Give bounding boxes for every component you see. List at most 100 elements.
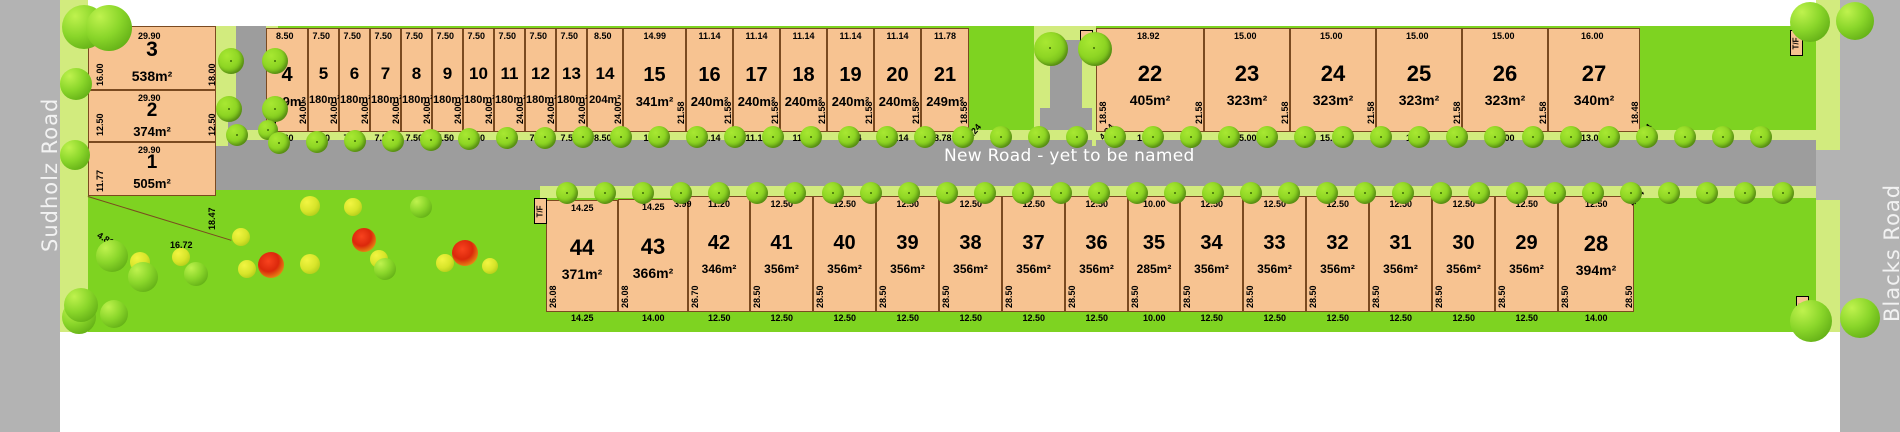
tree-icon xyxy=(226,124,248,146)
blacks-road-label: Blacks Road xyxy=(1880,183,1900,322)
lot-21-dim-top: 11.78 xyxy=(934,31,957,41)
lot-area: 249m² xyxy=(926,94,964,109)
tree-icon xyxy=(1180,126,1202,148)
tf-marker-bottom-left: T/F xyxy=(534,198,547,224)
lot-38[interactable]: 38 356m² xyxy=(939,196,1002,312)
lot-11[interactable]: 11 180m² xyxy=(494,28,527,132)
lot-16[interactable]: 16 240m² xyxy=(686,28,733,132)
tree-icon xyxy=(60,140,90,170)
lot-20[interactable]: 20 240m² xyxy=(874,28,921,132)
tree-icon xyxy=(60,68,92,100)
lot-12[interactable]: 12 180m² xyxy=(525,28,558,132)
tree-icon xyxy=(382,129,404,152)
lot-35-dim-left: 28.50 xyxy=(1130,285,1140,308)
tree-icon xyxy=(534,126,556,149)
lot-8[interactable]: 8 180m² xyxy=(401,28,434,132)
lot-number: 21 xyxy=(933,64,957,86)
lot-area: 374m² xyxy=(133,124,171,139)
lot-7[interactable]: 7 180m² xyxy=(370,28,403,132)
lot-number: 37 xyxy=(1022,232,1045,254)
road-north-verge xyxy=(216,130,1816,140)
lot-33[interactable]: 33 356m² xyxy=(1243,196,1306,312)
lot-17-dim-top: 11.14 xyxy=(745,31,768,41)
lot-32[interactable]: 32 356m² xyxy=(1306,196,1369,312)
lot-5[interactable]: 5 180m² xyxy=(308,28,341,132)
lot-8-dim-right: 24.00 xyxy=(422,101,432,124)
lot-30-dim-left: 28.50 xyxy=(1434,285,1444,308)
lot-17[interactable]: 17 240m² xyxy=(733,28,780,132)
lot-13[interactable]: 13 180m² xyxy=(556,28,589,132)
lot-26[interactable]: 26 323m² xyxy=(1462,28,1548,132)
lot-area: 180m² xyxy=(433,94,465,106)
lot-39-dim-top: 12.50 xyxy=(896,199,920,209)
lot-43-dim-top: 14.25 xyxy=(642,202,665,212)
lot-41[interactable]: 41 356m² xyxy=(750,196,813,312)
lot-23[interactable]: 23 323m² xyxy=(1204,28,1290,132)
lot-27[interactable]: 27 340m² xyxy=(1548,28,1640,132)
lot-42-dim-left: 26.70 xyxy=(690,285,700,308)
lot-15[interactable]: 15 341m² xyxy=(623,28,686,132)
lot-24[interactable]: 24 323m² xyxy=(1290,28,1376,132)
tree-icon xyxy=(1078,32,1112,66)
lot-2[interactable]: 2 374m² xyxy=(88,90,216,142)
tree-icon xyxy=(1506,182,1528,204)
lot-24-dim-bottom: 15.00 xyxy=(1320,134,1343,143)
lot-28-dim-right: 28.50 xyxy=(1624,285,1634,308)
lot-21[interactable]: 21 249m² xyxy=(921,28,969,132)
lot-10[interactable]: 10 180m² xyxy=(463,28,496,132)
lot-39[interactable]: 39 356m² xyxy=(876,196,939,312)
lot-36[interactable]: 36 356m² xyxy=(1065,196,1128,312)
lot-34-dim-top: 12.50 xyxy=(1200,199,1224,209)
lot-22[interactable]: 22 405m² xyxy=(1096,28,1204,132)
lot-31[interactable]: 31 356m² xyxy=(1369,196,1432,312)
lot-21-dim-right: 18.58 xyxy=(959,101,969,124)
lot-42[interactable]: 42 346m² xyxy=(688,196,750,312)
tree-icon xyxy=(458,128,480,151)
tree-icon xyxy=(1050,182,1072,204)
lot-44-dim-bottom: 14.25 xyxy=(571,313,594,323)
lot-9[interactable]: 9 180m² xyxy=(432,28,465,132)
lot-17-dim-bottom: 11.14 xyxy=(745,133,768,143)
lot-29[interactable]: 29 356m² xyxy=(1495,196,1558,312)
tree-icon xyxy=(1066,126,1088,148)
lot-9-dim-top: 7.50 xyxy=(436,31,455,41)
lot-35[interactable]: 35 285m² xyxy=(1128,196,1180,312)
tree-icon xyxy=(1484,126,1506,148)
tree-icon xyxy=(1142,126,1164,148)
lot-number: 15 xyxy=(643,64,666,86)
lot-14[interactable]: 14 204m² xyxy=(587,28,623,132)
lot-40-dim-bottom: 12.50 xyxy=(833,313,857,323)
tree-icon xyxy=(374,258,396,280)
lot-area: 240m² xyxy=(878,94,917,109)
lot-1-dim-top: 29.90 xyxy=(138,145,161,155)
lot-1-dim-right: 18.47 xyxy=(207,207,217,230)
lot-25[interactable]: 25 323m² xyxy=(1376,28,1462,132)
lot-30[interactable]: 30 356m² xyxy=(1432,196,1495,312)
lot-37-dim-bottom: 12.50 xyxy=(1022,313,1046,323)
lot-area: 180m² xyxy=(340,94,372,106)
tree-icon xyxy=(974,182,996,204)
lot-1-dim-bottom: 16.72 xyxy=(170,240,193,250)
lot-37[interactable]: 37 356m² xyxy=(1002,196,1065,312)
tree-icon xyxy=(300,254,320,274)
tree-icon xyxy=(648,126,670,148)
lot-area: 180m² xyxy=(464,94,496,106)
lot-40[interactable]: 40 356m² xyxy=(813,196,876,312)
lot-23-dim-right: 21.58 xyxy=(1280,101,1290,124)
lot-20-dim-right: 21.58 xyxy=(911,101,921,124)
tree-icon xyxy=(724,126,746,148)
lot-36-dim-left: 28.50 xyxy=(1067,285,1077,308)
lot-area: 180m² xyxy=(526,94,558,106)
tree-icon xyxy=(482,258,498,274)
lot-7-dim-top: 7.50 xyxy=(374,31,393,41)
tree-icon xyxy=(1164,182,1186,204)
lot-18[interactable]: 18 240m² xyxy=(780,28,827,132)
lot-34[interactable]: 34 356m² xyxy=(1180,196,1243,312)
lot-44[interactable]: 44 371m² xyxy=(546,200,618,312)
lot-32-dim-bottom: 12.50 xyxy=(1326,313,1350,323)
lot-13-dim-bottom: 7.50 xyxy=(560,133,579,143)
lot-43[interactable]: 43 366m² xyxy=(618,199,688,312)
lot-1[interactable]: 1 505m² xyxy=(88,142,216,196)
lot-19[interactable]: 19 240m² xyxy=(827,28,874,132)
